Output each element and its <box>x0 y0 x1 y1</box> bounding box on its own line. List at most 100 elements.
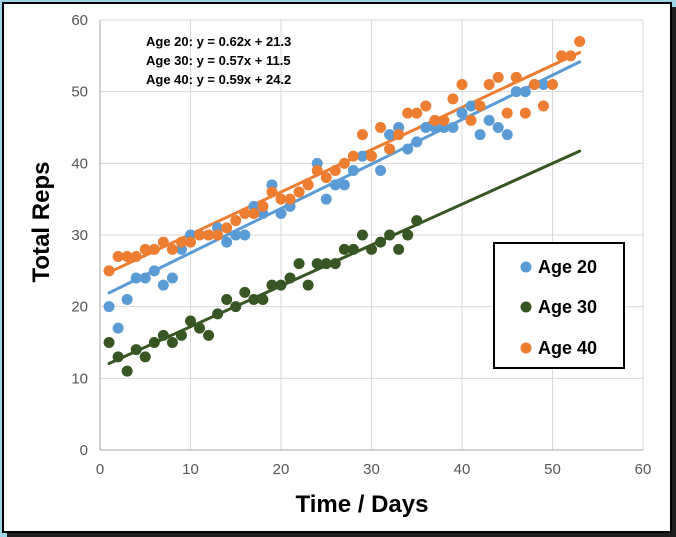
point-age-20 <box>510 86 522 98</box>
point-age-40 <box>175 236 187 248</box>
equation-age-40: Age 40: y = 0.59x + 24.2 <box>146 72 291 87</box>
legend: Age 20 Age 30 Age 40 <box>493 242 625 369</box>
point-age-40 <box>420 100 432 112</box>
trendline-age-30 <box>107 149 582 365</box>
legend-marker-age-40 <box>520 342 532 354</box>
point-age-20 <box>483 114 495 126</box>
point-age-30 <box>148 337 160 348</box>
tick-labels: 0 10 20 30 40 50 60 0 10 20 30 40 50 60 <box>71 12 651 478</box>
point-age-30 <box>257 294 269 305</box>
point-age-30 <box>384 229 396 241</box>
point-age-40 <box>148 243 160 255</box>
point-age-30 <box>139 351 151 363</box>
point-age-40 <box>293 186 305 198</box>
legend-box <box>493 242 625 369</box>
point-age-20 <box>338 179 350 191</box>
point-age-20 <box>474 129 486 141</box>
legend-marker-age-20 <box>520 261 532 273</box>
legend-label-age-30: Age 30 <box>538 297 597 317</box>
point-age-40 <box>356 129 368 141</box>
point-age-40 <box>157 236 169 248</box>
point-age-20 <box>347 165 359 176</box>
point-age-20 <box>356 150 368 162</box>
point-age-20 <box>239 229 251 241</box>
point-age-40 <box>185 236 196 248</box>
point-age-20 <box>537 79 549 90</box>
point-age-40 <box>212 229 224 241</box>
point-age-40 <box>574 36 586 47</box>
point-age-20 <box>112 322 124 334</box>
point-age-20 <box>411 136 423 148</box>
point-age-20 <box>121 294 133 305</box>
point-age-40 <box>311 165 323 176</box>
axes <box>99 20 643 451</box>
point-age-30 <box>329 258 341 270</box>
x-tick-label: 30 <box>363 461 380 478</box>
trendline-equations: Age 20: y = 0.62x + 21.3 Age 30: y = 0.5… <box>146 34 291 87</box>
equation-age-20: Age 20: y = 0.62x + 21.3 <box>146 34 291 49</box>
point-age-40 <box>483 79 495 90</box>
point-age-20 <box>519 86 531 98</box>
point-age-40 <box>438 114 450 126</box>
point-age-30 <box>366 243 377 255</box>
point-age-40 <box>519 107 531 119</box>
x-tick-label: 10 <box>182 461 199 478</box>
point-age-40 <box>366 150 377 162</box>
point-age-20 <box>384 129 396 141</box>
point-age-40 <box>248 208 260 219</box>
point-age-30 <box>275 279 287 291</box>
point-age-40 <box>230 215 242 227</box>
point-age-40 <box>221 222 233 234</box>
point-age-20 <box>375 165 387 176</box>
point-age-20 <box>103 301 115 313</box>
point-age-40 <box>429 114 441 126</box>
point-age-30 <box>311 258 323 270</box>
x-tick-label: 40 <box>454 461 471 478</box>
y-tick-label: 20 <box>71 299 88 316</box>
point-age-20 <box>139 272 151 284</box>
point-age-20 <box>447 122 459 133</box>
point-age-30 <box>221 294 233 305</box>
x-tick-label: 50 <box>544 461 561 478</box>
point-age-40 <box>384 143 396 155</box>
point-age-40 <box>411 107 423 119</box>
point-age-40 <box>547 79 558 90</box>
point-age-40 <box>501 107 513 119</box>
point-age-20 <box>456 107 468 119</box>
point-age-40 <box>347 150 359 162</box>
point-age-40 <box>302 179 314 191</box>
point-age-30 <box>112 351 124 363</box>
y-tick-label: 40 <box>71 155 88 172</box>
point-age-20 <box>230 229 242 241</box>
point-age-40 <box>239 208 251 219</box>
point-age-40 <box>275 193 287 205</box>
point-age-20 <box>402 143 414 155</box>
point-age-40 <box>492 71 504 83</box>
point-age-20 <box>221 236 233 248</box>
y-tick-label: 50 <box>71 84 88 101</box>
point-age-40 <box>456 79 468 90</box>
point-age-30 <box>266 279 278 291</box>
legend-label-age-40: Age 40 <box>538 338 597 358</box>
point-age-20 <box>420 122 432 133</box>
point-age-30 <box>356 229 368 241</box>
point-age-20 <box>465 100 477 112</box>
point-age-30 <box>411 215 423 227</box>
point-age-40 <box>465 114 477 126</box>
point-age-20 <box>166 272 178 284</box>
point-age-20 <box>148 265 160 277</box>
y-axis-title: Total Reps <box>28 162 55 283</box>
point-age-30 <box>212 308 224 320</box>
point-age-40 <box>139 243 151 255</box>
point-age-40 <box>284 193 296 205</box>
x-tick-label: 20 <box>273 461 290 478</box>
point-age-40 <box>528 79 540 90</box>
point-age-40 <box>393 129 405 141</box>
point-age-40 <box>447 93 459 105</box>
point-age-30 <box>130 344 142 356</box>
point-age-40 <box>103 265 115 277</box>
point-age-30 <box>293 258 305 270</box>
y-tick-label: 10 <box>71 370 88 387</box>
point-age-30 <box>239 286 251 298</box>
point-age-40 <box>375 122 387 133</box>
